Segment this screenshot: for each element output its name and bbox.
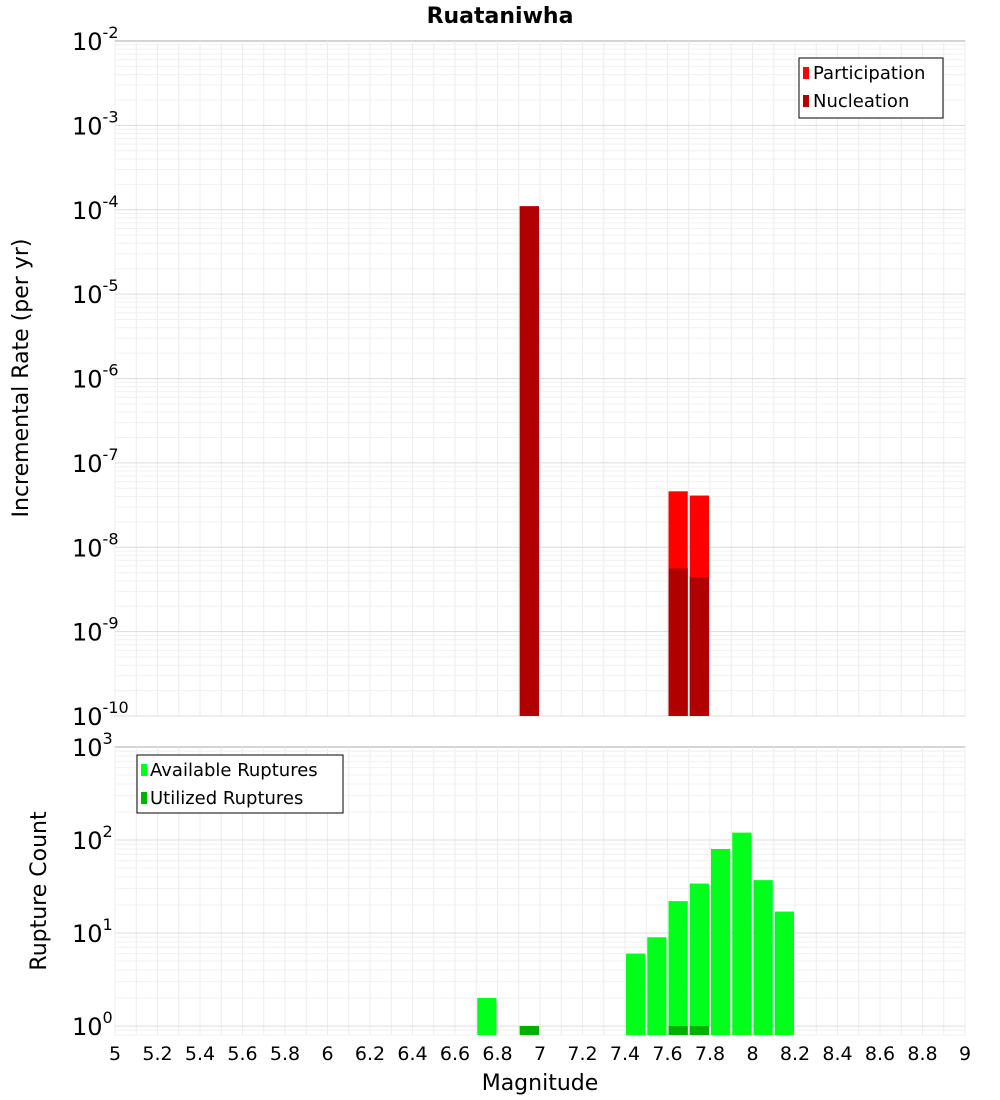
y-tick-label: 101 bbox=[72, 915, 113, 948]
top-grid bbox=[114, 41, 966, 717]
x-axis-label: Magnitude bbox=[482, 1071, 599, 1096]
legend-swatch-available-ruptures bbox=[141, 764, 147, 776]
top-legend: Participation Nucleation bbox=[798, 57, 944, 119]
x-tick-label: 6.8 bbox=[482, 1043, 512, 1065]
x-tick-label: 8 bbox=[746, 1043, 758, 1065]
x-tick-label: 8.8 bbox=[907, 1043, 937, 1065]
x-tick-label: 7.4 bbox=[610, 1043, 640, 1065]
y-tick-label: 10-8 bbox=[72, 529, 119, 562]
y-tick-label: 10-9 bbox=[72, 614, 119, 647]
x-tick-label: 8.4 bbox=[822, 1043, 852, 1065]
bottom-bars bbox=[477, 832, 794, 1035]
bottom-legend-box bbox=[136, 754, 344, 814]
x-tick-label: 5.8 bbox=[270, 1043, 300, 1065]
legend-swatch-nucleation bbox=[803, 95, 809, 107]
y-tick-label: 100 bbox=[72, 1008, 113, 1041]
bar-utilized-ruptures bbox=[668, 1025, 688, 1035]
bar-available-ruptures bbox=[689, 883, 709, 1035]
bar-nucleation bbox=[519, 206, 539, 716]
legend-label-participation: Participation bbox=[813, 63, 925, 84]
x-ticks: 5 5.2 5.4 5.6 5.8 6 6.2 6.4 6.6 6.8 7 7.2 7.4 7.6 7.8 8… bbox=[109, 1043, 971, 1065]
bar-available-ruptures bbox=[477, 997, 497, 1035]
top-y-ticks: 10-10 10-9 10-8 10-7 10-6 10-5 10-4 10-3 10-2 bbox=[72, 23, 129, 731]
legend-label-nucleation: Nucleation bbox=[813, 91, 909, 112]
x-tick-label: 7.6 bbox=[652, 1043, 682, 1065]
y-tick-label: 10-3 bbox=[72, 107, 119, 140]
bar-available-ruptures bbox=[668, 901, 688, 1035]
y-tick-label: 10-7 bbox=[72, 445, 119, 478]
x-tick-label: 7 bbox=[534, 1043, 546, 1065]
x-tick-label: 5.6 bbox=[227, 1043, 257, 1065]
y-tick-label: 10-2 bbox=[72, 23, 119, 56]
bottom-legend: Available Ruptures Utilized Ruptures bbox=[136, 754, 344, 814]
bar-nucleation bbox=[689, 577, 709, 716]
x-tick-label: 8.6 bbox=[865, 1043, 895, 1065]
y-tick-label: 103 bbox=[72, 729, 113, 762]
x-tick-label: 7.8 bbox=[695, 1043, 725, 1065]
bar-available-ruptures bbox=[626, 953, 646, 1035]
y-tick-label: 10-6 bbox=[72, 361, 119, 394]
x-tick-label: 6 bbox=[321, 1043, 333, 1065]
x-tick-label: 6.2 bbox=[355, 1043, 385, 1065]
bottom-y-axis-label: Rupture Count bbox=[27, 811, 52, 971]
bar-nucleation bbox=[668, 568, 688, 716]
x-tick-label: 6.6 bbox=[440, 1043, 470, 1065]
x-tick-label: 6.4 bbox=[397, 1043, 427, 1065]
y-tick-label: 10-10 bbox=[72, 698, 129, 731]
bar-available-ruptures bbox=[753, 880, 773, 1035]
x-tick-label: 9 bbox=[959, 1043, 971, 1065]
x-tick-label: 5.2 bbox=[142, 1043, 172, 1065]
x-tick-label: 5.4 bbox=[185, 1043, 215, 1065]
y-tick-label: 102 bbox=[72, 822, 113, 855]
top-y-axis-label: Incremental Rate (per yr) bbox=[9, 239, 34, 518]
x-tick-label: 8.2 bbox=[780, 1043, 810, 1065]
legend-swatch-utilized-ruptures bbox=[141, 792, 147, 804]
bar-available-ruptures bbox=[647, 937, 667, 1035]
bottom-y-ticks: 100 101 102 103 bbox=[72, 729, 113, 1041]
bottom-plot: 100 101 102 103 5 5.2 5.4 5.6 5.8 6 6.2 6.4 6.6 6.8 7… bbox=[27, 729, 971, 1096]
legend-swatch-participation bbox=[803, 67, 809, 79]
x-tick-label: 5 bbox=[109, 1043, 121, 1065]
x-tick-label: 7.2 bbox=[567, 1043, 597, 1065]
top-bars bbox=[519, 206, 709, 716]
bar-utilized-ruptures bbox=[519, 1025, 539, 1035]
legend-label-utilized-ruptures: Utilized Ruptures bbox=[150, 788, 303, 809]
bar-available-ruptures bbox=[774, 911, 794, 1035]
bar-available-ruptures bbox=[711, 849, 731, 1035]
top-legend-box bbox=[798, 57, 944, 119]
y-tick-label: 10-5 bbox=[72, 276, 119, 309]
y-tick-label: 10-4 bbox=[72, 192, 119, 225]
bar-utilized-ruptures bbox=[689, 1025, 709, 1035]
legend-label-available-ruptures: Available Ruptures bbox=[150, 760, 318, 781]
chart-title: Ruataniwha bbox=[427, 4, 574, 29]
top-plot: 10-10 10-9 10-8 10-7 10-6 10-5 10-4 10-3 10-2 In… bbox=[9, 23, 966, 731]
bar-available-ruptures bbox=[732, 832, 752, 1035]
